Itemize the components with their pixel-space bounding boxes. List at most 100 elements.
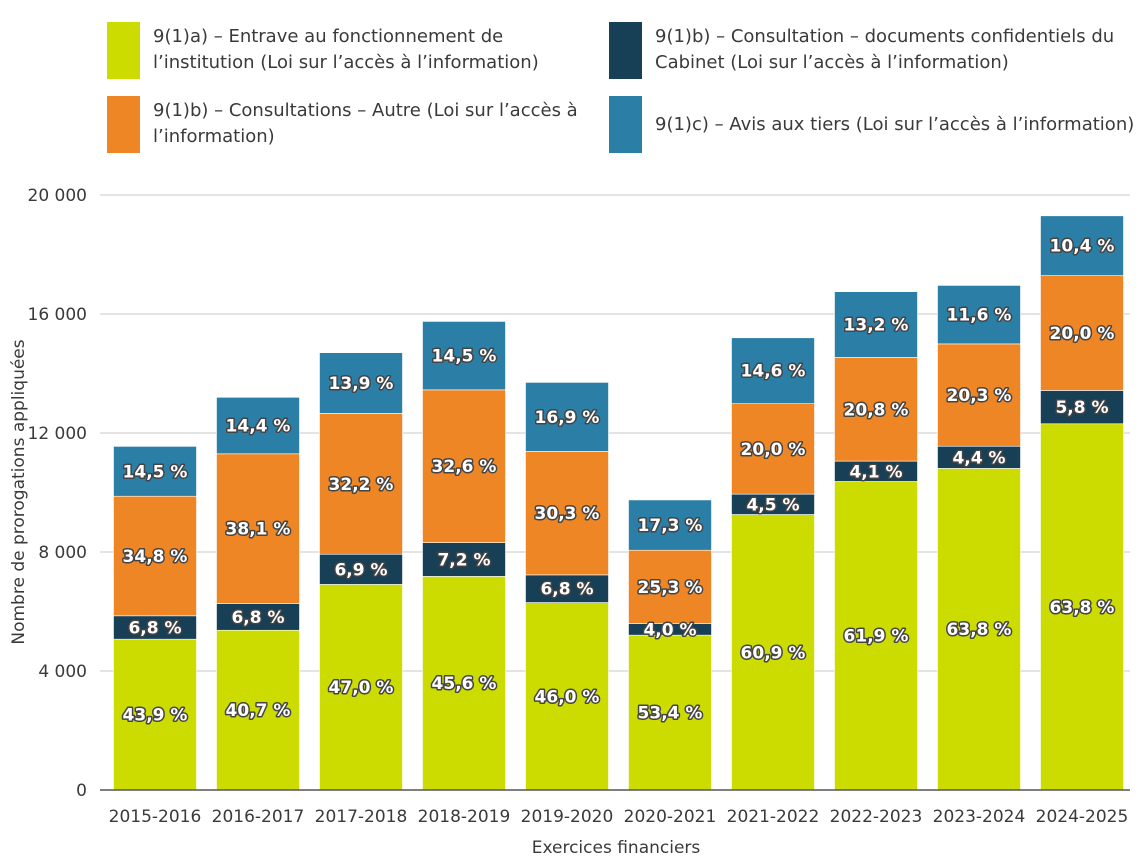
bar-segment	[422, 389, 506, 543]
data-label: 46,0 %	[535, 687, 600, 707]
data-label: 6,9 %	[334, 560, 387, 580]
legend-label-9-1-b-autre: 9(1)b) – Consultations – Autre (Loi sur …	[153, 100, 578, 147]
data-label: 25,3 %	[638, 578, 703, 598]
x-tick-label: 2020-2021	[624, 807, 717, 827]
legend-swatch-9-1-b-autre	[107, 96, 140, 153]
y-tick-label: 16 000	[28, 305, 87, 325]
bar-segment	[422, 321, 506, 391]
bar-segment	[216, 603, 300, 631]
x-tick-label: 2017-2018	[315, 807, 408, 827]
data-labels: 43,9 % 6,8 % 34,8 % 14,5 % 40,7 % 6,8 % 38,1 %…	[121, 235, 1116, 727]
bar-segment	[1040, 390, 1124, 425]
bar-segment	[1040, 275, 1124, 391]
legend-swatch-9-1-a	[107, 22, 140, 79]
data-label: 14,6 %	[741, 362, 806, 382]
bar-segment	[628, 634, 712, 791]
legend-item-9-1-a: 9(1)a) – Entrave au fonctionnement de l’…	[107, 22, 587, 79]
bar-segment	[319, 352, 403, 414]
legend-label-9-1-c: 9(1)c) – Avis aux tiers (Loi sur l’accès…	[655, 114, 1135, 135]
y-tick-label: 12 000	[28, 424, 87, 444]
data-label: 10,4 %	[1050, 237, 1115, 257]
x-tick-label: 2019-2020	[521, 807, 614, 827]
x-tick-label: 2022-2023	[830, 807, 923, 827]
data-label: 11,6 %	[947, 306, 1012, 326]
data-label: 53,4 %	[638, 704, 703, 724]
data-label: 32,6 %	[432, 457, 497, 477]
data-label: 6,8 %	[540, 580, 593, 600]
y-tick-label: 8 000	[38, 543, 87, 563]
bar-segment	[525, 451, 609, 576]
data-label: 43,9 %	[123, 706, 188, 726]
data-label: 30,3 %	[535, 504, 600, 524]
legend-label-9-1-b-cabinet: 9(1)b) – Consultation – documents confid…	[655, 26, 1115, 73]
bar-segment	[525, 382, 609, 452]
x-tick-label: 2024-2025	[1036, 807, 1129, 827]
data-label: 20,3 %	[947, 386, 1012, 406]
bar-segment	[628, 549, 712, 624]
legend-swatch-9-1-c	[609, 96, 642, 153]
bar-segment	[113, 495, 197, 617]
data-label: 13,9 %	[329, 374, 394, 394]
y-tick-label: 0	[76, 781, 87, 801]
bar-segment	[731, 337, 815, 404]
bars	[113, 215, 1124, 791]
x-tick-label: 2015-2016	[109, 807, 202, 827]
data-label: 38,1 %	[226, 520, 291, 540]
data-label: 20,8 %	[844, 400, 909, 420]
data-label: 40,7 %	[226, 701, 291, 721]
data-label: 7,2 %	[437, 551, 490, 571]
data-label: 16,9 %	[535, 408, 600, 428]
axes: 0 4 000 8 000 12 000 16 000 20 000 2015-2016 20…	[28, 186, 1130, 827]
data-label: 17,3 %	[638, 516, 703, 536]
data-label: 4,4 %	[952, 448, 1005, 468]
bar-segment	[113, 638, 197, 791]
y-axis-title: Nombre de prorogations appliquées	[9, 339, 29, 644]
data-label: 32,2 %	[329, 475, 394, 495]
data-label: 4,0 %	[643, 620, 696, 640]
bar-segment	[216, 629, 300, 791]
legend-swatch-9-1-b-cabinet	[609, 22, 642, 79]
x-tick-label: 2023-2024	[933, 807, 1026, 827]
data-label: 13,2 %	[844, 316, 909, 336]
x-tick-label: 2021-2022	[727, 807, 820, 827]
bar-segment	[628, 499, 712, 551]
data-label: 63,8 %	[947, 620, 1012, 640]
bar-segment	[834, 291, 918, 358]
data-label: 45,6 %	[432, 674, 497, 694]
bar-segment	[937, 468, 1021, 791]
y-tick-label: 20 000	[28, 186, 87, 206]
x-tick-label: 2016-2017	[212, 807, 305, 827]
data-label: 20,0 %	[1050, 324, 1115, 344]
data-label: 63,8 %	[1050, 598, 1115, 618]
bar-segment	[216, 453, 300, 604]
data-label: 14,4 %	[226, 417, 291, 437]
data-label: 47,0 %	[329, 678, 394, 698]
bar-segment	[1040, 423, 1124, 791]
bar-segment	[525, 574, 609, 603]
data-label: 20,0 %	[741, 440, 806, 460]
x-axis-title: Exercices financiers	[532, 838, 701, 858]
data-label: 14,5 %	[432, 347, 497, 367]
data-label: 60,9 %	[741, 643, 806, 663]
data-label: 14,5 %	[123, 462, 188, 482]
bar-segment	[834, 357, 918, 462]
data-label: 4,1 %	[849, 462, 902, 482]
data-label: 34,8 %	[123, 547, 188, 567]
data-label: 5,8 %	[1055, 398, 1108, 418]
legend-item-9-1-b-cabinet: 9(1)b) – Consultation – documents confid…	[609, 22, 1139, 79]
data-label: 61,9 %	[844, 627, 909, 647]
legend-item-9-1-b-autre: 9(1)b) – Consultations – Autre (Loi sur …	[107, 96, 587, 153]
bar-segment	[113, 446, 197, 497]
bar-segment	[937, 285, 1021, 345]
legend-label-9-1-a: 9(1)a) – Entrave au fonctionnement de l’…	[153, 26, 539, 73]
data-label: 6,8 %	[231, 608, 284, 628]
data-label: 6,8 %	[128, 618, 181, 638]
x-tick-label: 2018-2019	[418, 807, 511, 827]
y-tick-label: 4 000	[38, 662, 87, 682]
data-label: 4,5 %	[746, 495, 799, 515]
bar-segment	[731, 403, 815, 495]
legend-item-9-1-c: 9(1)c) – Avis aux tiers (Loi sur l’accès…	[609, 96, 1139, 153]
bar-segment	[1040, 215, 1124, 276]
bar-segment	[525, 602, 609, 791]
